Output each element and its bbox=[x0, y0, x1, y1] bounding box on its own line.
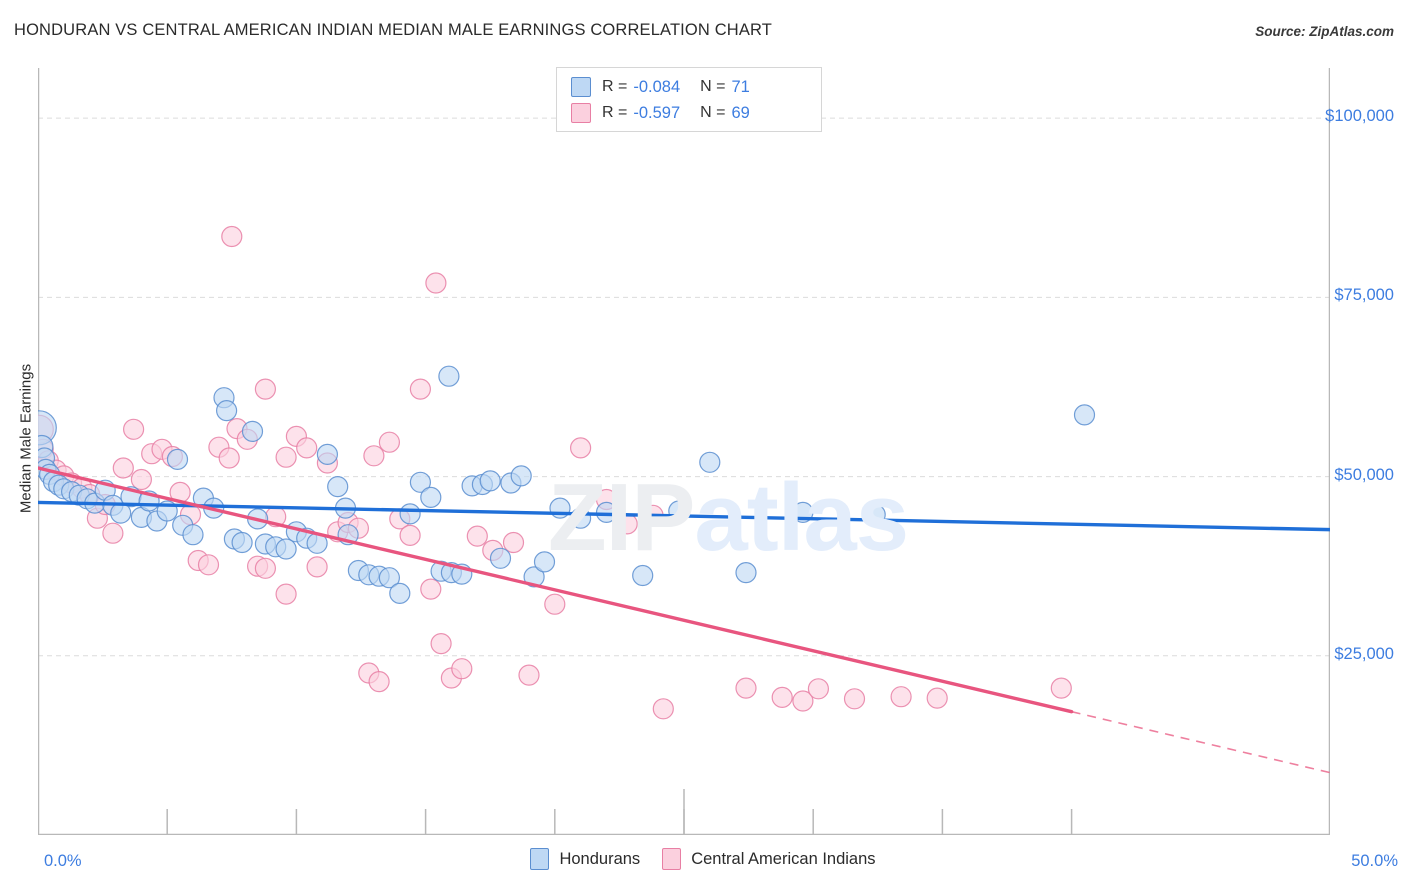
data-point bbox=[241, 420, 264, 442]
data-point bbox=[218, 447, 240, 469]
data-point bbox=[510, 465, 532, 487]
data-point bbox=[652, 698, 674, 720]
series-swatch-central-american-indians bbox=[662, 848, 682, 870]
data-point bbox=[327, 476, 349, 498]
correlation-legend: R = -0.084 N = 71 R = -0.597 N = 69 bbox=[556, 67, 822, 132]
data-point bbox=[306, 556, 328, 578]
series-legend-item-hondurans[interactable]: Hondurans bbox=[530, 848, 640, 870]
data-point bbox=[843, 688, 866, 710]
data-point bbox=[735, 677, 757, 699]
legend-swatch-hondurans bbox=[571, 77, 591, 97]
series-swatch-hondurans bbox=[530, 848, 550, 870]
page-title: HONDURAN VS CENTRAL AMERICAN INDIAN MEDI… bbox=[14, 21, 772, 39]
data-point bbox=[1073, 404, 1096, 426]
data-point bbox=[254, 557, 276, 579]
plot-area: ZIPatlas bbox=[21, 68, 1332, 836]
legend-n-label-hondurans: N = bbox=[700, 78, 726, 95]
data-point bbox=[122, 418, 145, 440]
legend-r-value-central-american-indians: -0.597 bbox=[633, 103, 681, 122]
data-point bbox=[569, 507, 592, 529]
data-point bbox=[735, 562, 757, 584]
data-point bbox=[518, 664, 540, 686]
legend-row-hondurans: R = -0.084 N = 71 bbox=[571, 74, 811, 100]
legend-r-label-hondurans: R = bbox=[602, 78, 628, 95]
data-point bbox=[425, 272, 447, 294]
data-point bbox=[231, 531, 253, 554]
legend-r-label-central-american-indians: R = bbox=[602, 104, 628, 121]
data-point bbox=[792, 690, 814, 712]
data-point bbox=[130, 468, 153, 491]
data-point bbox=[399, 524, 421, 546]
data-point bbox=[275, 538, 297, 560]
data-point bbox=[523, 566, 545, 588]
data-point bbox=[166, 448, 189, 470]
data-point bbox=[409, 378, 431, 400]
data-point bbox=[368, 670, 390, 693]
data-point bbox=[479, 470, 501, 492]
trendline-central-american-indians bbox=[36, 466, 1074, 714]
y-tick-label: $50,000 bbox=[1334, 465, 1394, 484]
legend-n-value-hondurans: 71 bbox=[731, 77, 750, 96]
data-point bbox=[451, 658, 473, 680]
legend-n-label-central-american-indians: N = bbox=[700, 104, 726, 121]
scatter-plot-svg bbox=[21, 68, 1332, 836]
data-point bbox=[489, 547, 512, 569]
data-point bbox=[182, 524, 204, 546]
legend-row-central-american-indians: R = -0.597 N = 69 bbox=[571, 100, 811, 126]
legend-n-value-central-american-indians: 69 bbox=[731, 103, 750, 122]
data-point bbox=[430, 632, 452, 655]
data-point bbox=[890, 686, 912, 708]
data-point bbox=[438, 365, 460, 387]
data-point bbox=[569, 437, 592, 459]
data-point bbox=[316, 443, 338, 465]
data-point bbox=[409, 471, 431, 493]
legend-r-value-hondurans: -0.084 bbox=[633, 77, 681, 96]
x-tick-label-min: 0.0% bbox=[44, 852, 82, 870]
series-legend-item-central-american-indians[interactable]: Central American Indians bbox=[662, 848, 876, 870]
data-point bbox=[378, 431, 400, 453]
data-point bbox=[420, 578, 442, 600]
series-label-central-american-indians: Central American Indians bbox=[691, 849, 876, 868]
data-point bbox=[926, 687, 948, 709]
data-point bbox=[399, 503, 421, 525]
trendline-dashed-central-american-indians bbox=[1071, 710, 1331, 774]
data-point bbox=[275, 583, 297, 605]
source-attribution: Source: ZipAtlas.com bbox=[1255, 24, 1394, 39]
data-point bbox=[616, 513, 638, 535]
y-tick-label: $75,000 bbox=[1334, 286, 1394, 305]
data-point bbox=[544, 593, 566, 615]
data-point bbox=[275, 446, 297, 468]
data-point bbox=[632, 564, 654, 587]
y-tick-label: $100,000 bbox=[1325, 107, 1394, 126]
data-point bbox=[1050, 677, 1072, 699]
x-tick-label-max: 50.0% bbox=[1351, 852, 1398, 870]
data-point bbox=[102, 522, 124, 544]
y-tick-label: $25,000 bbox=[1334, 644, 1394, 663]
data-point bbox=[197, 554, 220, 576]
data-point bbox=[216, 400, 238, 422]
data-point bbox=[296, 437, 318, 459]
data-point bbox=[112, 457, 134, 479]
data-point bbox=[378, 567, 400, 589]
data-point bbox=[466, 525, 488, 547]
series-legend: Hondurans Central American Indians bbox=[0, 848, 1406, 870]
data-point bbox=[254, 378, 276, 400]
data-point bbox=[502, 531, 525, 554]
data-point bbox=[533, 551, 556, 573]
data-point bbox=[668, 500, 690, 522]
data-point bbox=[420, 486, 442, 508]
data-point bbox=[389, 582, 411, 605]
series-label-hondurans: Hondurans bbox=[559, 849, 641, 868]
trendline-hondurans bbox=[36, 500, 1332, 532]
series-points-central-american-indians bbox=[24, 225, 1072, 720]
data-point bbox=[221, 225, 243, 248]
data-point bbox=[699, 451, 721, 473]
data-point bbox=[807, 678, 830, 700]
legend-swatch-central-american-indians bbox=[571, 103, 591, 123]
data-point bbox=[363, 445, 385, 467]
data-point bbox=[595, 501, 618, 523]
data-point bbox=[771, 686, 793, 709]
y-axis-title: Median Male Earnings bbox=[17, 363, 35, 514]
